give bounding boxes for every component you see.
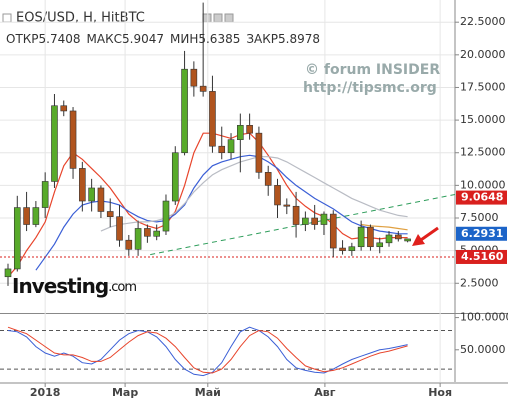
candle-body <box>13 207 21 270</box>
candle-body <box>190 68 198 87</box>
candle-body <box>153 230 160 237</box>
candle-body <box>97 187 105 212</box>
price-label: 6.2931 <box>461 227 503 240</box>
candle-body <box>227 139 235 154</box>
candle-body <box>255 132 263 173</box>
ohlc-value: 5.7408 <box>39 32 81 46</box>
candle-body <box>385 234 393 244</box>
ohlc-label: МАКС <box>87 32 122 46</box>
candle-body <box>144 228 151 237</box>
ohlc-label: ОТКР <box>6 32 39 46</box>
candle-body <box>79 168 86 202</box>
toolbar-icon[interactable] <box>202 13 212 23</box>
x-tick-label: Май <box>195 386 221 399</box>
arrow-head <box>412 234 425 246</box>
y-tick-label: 22.5000 <box>460 15 506 28</box>
ohlc-value: 5.9047 <box>122 32 164 46</box>
candle-body <box>302 217 309 225</box>
candle-body <box>4 268 12 278</box>
candle-body <box>404 238 411 242</box>
candle-body <box>209 91 216 147</box>
x-tick-label: Мар <box>112 386 138 399</box>
candle-body <box>311 217 318 225</box>
y-tick-label: 2.5000 <box>460 276 499 289</box>
ohlc-value: 5.6385 <box>198 32 240 46</box>
oscillator-line <box>7 326 408 377</box>
watermark: © forum INSIDER <box>305 62 440 78</box>
x-tick-label: 2018 <box>30 386 61 399</box>
candle-body <box>292 205 300 225</box>
candle-body <box>237 125 244 140</box>
ohlc-label: МИН <box>170 32 198 46</box>
ohlc-label: ЗАКР <box>246 32 278 46</box>
candle-body <box>51 105 58 182</box>
toolbar-icon[interactable] <box>2 13 12 23</box>
candle-body <box>23 207 30 225</box>
candle-body <box>367 226 374 248</box>
candle-body <box>116 216 123 241</box>
candle-body <box>181 68 188 154</box>
logo-text: Investing <box>12 274 108 298</box>
toolbar-icon[interactable] <box>224 13 234 23</box>
y-tick-label: 10.0000 <box>460 178 506 191</box>
candle-body <box>69 110 77 169</box>
price-label-box <box>456 249 507 264</box>
candle-body <box>320 213 328 225</box>
candle-body <box>395 234 402 240</box>
y-tick-label: 20.0000 <box>460 48 506 61</box>
candle-body <box>339 247 346 251</box>
candle-body <box>357 226 365 248</box>
candle-body <box>162 200 170 232</box>
candle-body <box>283 204 291 207</box>
logo: Investing.com <box>12 274 136 298</box>
watermark: http://tipsmc.org <box>303 80 437 96</box>
y-tick-label: 100.0000 <box>460 311 508 324</box>
ohlc-value: 5.8978 <box>278 32 320 46</box>
moving-average <box>100 156 408 232</box>
oscillator-line <box>7 326 408 374</box>
price-label: 4.5160 <box>461 250 504 263</box>
candle-body <box>134 228 142 250</box>
price-label-box <box>456 226 507 241</box>
candle-body <box>218 145 226 154</box>
toolbar-icon[interactable] <box>213 13 223 23</box>
price-label: 9.0648 <box>461 191 503 204</box>
price-label-box <box>456 190 507 205</box>
candle-body <box>171 152 179 202</box>
y-tick-label: 7.5000 <box>460 211 499 224</box>
candle-body <box>199 85 207 92</box>
candle-body <box>41 181 49 208</box>
y-tick-label: 17.5000 <box>460 80 506 93</box>
candle-body <box>88 187 95 202</box>
y-tick-label: 15.0000 <box>460 113 506 126</box>
candle-body <box>329 213 337 249</box>
ohlc-row: ОТКР5.7408 МАКС5.9047 МИН5.6385 ЗАКР5.8978 <box>6 32 320 46</box>
moving-average <box>361 223 408 231</box>
candle-body <box>106 211 114 218</box>
candle-body <box>60 105 68 112</box>
candle-body <box>348 246 356 251</box>
candle-body <box>246 125 253 134</box>
x-tick-label: Авг <box>314 386 335 399</box>
candle-body <box>32 207 40 225</box>
candle-body <box>274 185 281 206</box>
y-tick-label: 12.5000 <box>460 146 506 159</box>
logo-text: .com <box>108 280 136 295</box>
candle-body <box>376 242 384 248</box>
x-tick-label: Ноя <box>428 386 452 399</box>
y-tick-label: 50.0000 <box>460 343 506 356</box>
candle-body <box>264 172 272 186</box>
candle-body <box>125 239 133 250</box>
